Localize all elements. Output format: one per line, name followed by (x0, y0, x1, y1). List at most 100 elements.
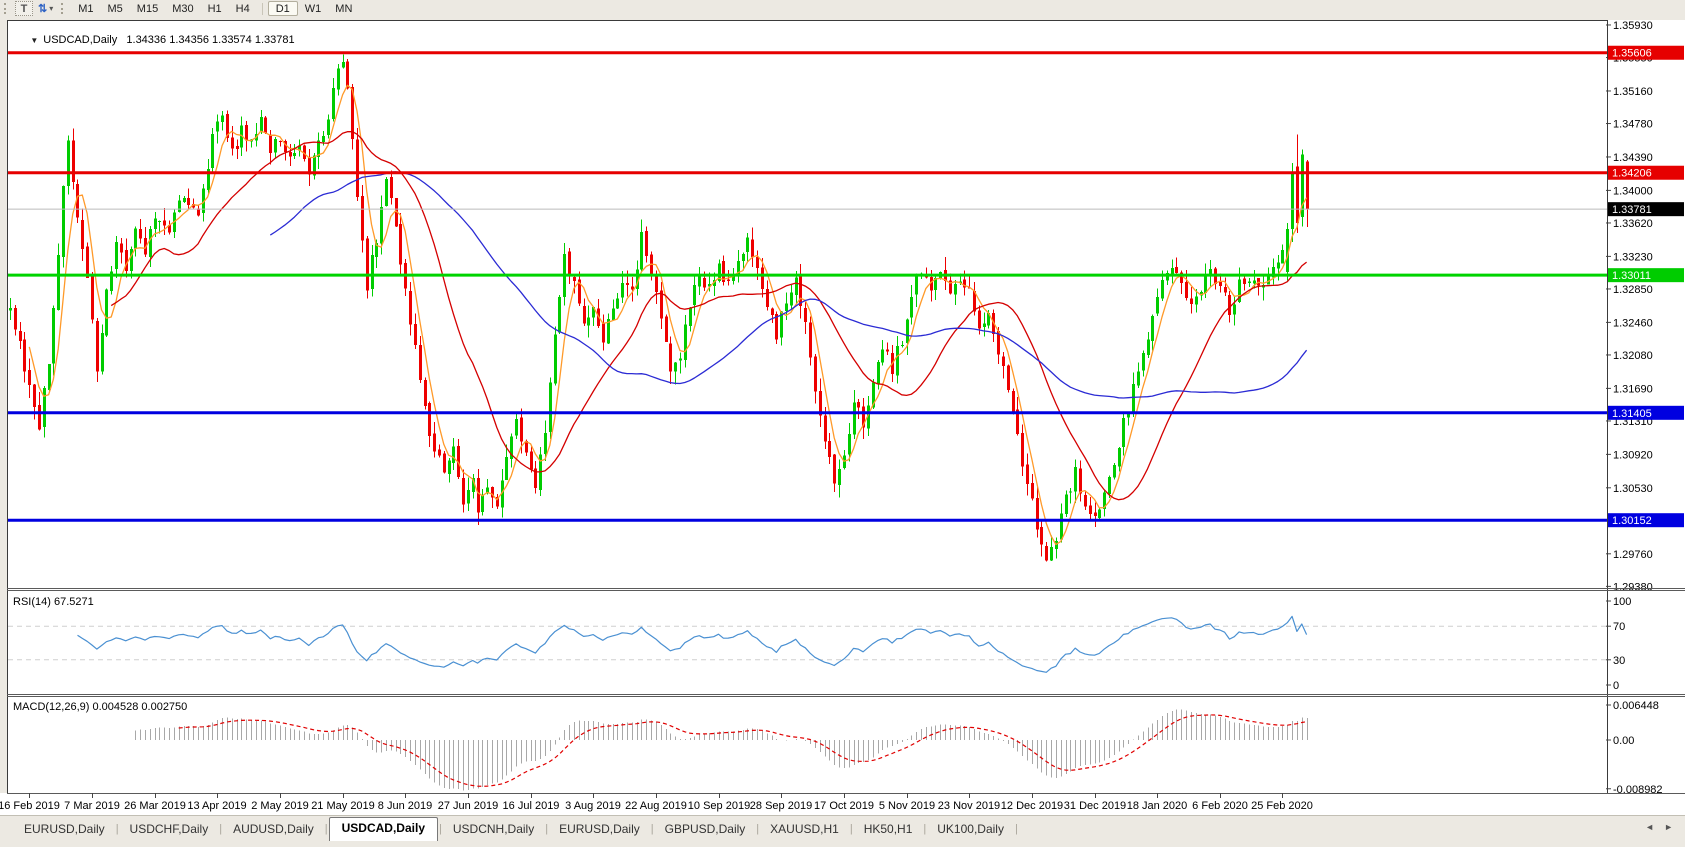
price-axis-label: 1.34780 (1613, 119, 1653, 131)
chart-tab-eurusd-daily[interactable]: EURUSD,Daily (559, 822, 640, 836)
candle-body (332, 87, 335, 119)
candle-body (134, 228, 137, 249)
price-chart-plot[interactable]: 1.359301.355501.351601.347801.343901.340… (0, 17, 1685, 815)
candle-body (86, 246, 89, 278)
chart-tab-usdcad-daily[interactable]: USDCAD,Daily (328, 817, 438, 841)
chart-tab-usdchf-daily[interactable]: USDCHF,Daily (129, 822, 209, 836)
date-axis-label: 8 Jun 2019 (378, 800, 432, 812)
candle-body (1012, 391, 1015, 412)
candle-body (1248, 281, 1251, 284)
candle-body (380, 206, 383, 244)
timeframe-button-h4[interactable]: H4 (235, 2, 250, 15)
rsi-line (77, 615, 1308, 673)
candle-body (115, 242, 118, 270)
price-badge (1608, 513, 1684, 528)
candle-body (1301, 154, 1304, 217)
timeframe-button-m30[interactable]: M30 (172, 2, 194, 15)
candle-body (1036, 497, 1039, 530)
candle-body (766, 288, 769, 308)
candle-body (192, 203, 195, 208)
symbol-header: ▼ USDCAD,Daily 1.34336 1.34356 1.33574 1.… (12, 22, 294, 58)
candle-body (9, 307, 12, 311)
candle-body (390, 176, 393, 198)
price-axis-label: 1.29760 (1613, 549, 1653, 561)
chart-tab-gbpusd-daily[interactable]: GBPUSD,Daily (664, 822, 746, 836)
chart-tab-eurusd-daily[interactable]: EURUSD,Daily (24, 822, 105, 836)
candle-body (771, 308, 774, 316)
chart-tab-hk50-h1[interactable]: HK50,H1 (863, 822, 913, 836)
candle-body (1094, 512, 1097, 517)
candle-body (761, 267, 764, 289)
timeframe-button-m1[interactable]: M1 (78, 2, 94, 15)
candle-body (23, 339, 26, 372)
timeframe-button-mn[interactable]: MN (335, 2, 353, 15)
price-axis-label: 1.35160 (1613, 86, 1653, 98)
candle-body (178, 200, 181, 213)
timeframe-button-h1[interactable]: H1 (207, 2, 222, 15)
date-axis-label: 7 Mar 2019 (64, 800, 120, 812)
candle-body (1224, 287, 1227, 293)
candle-body (1132, 384, 1135, 414)
candle-body (289, 152, 292, 157)
candle-body (544, 433, 547, 454)
candle-body (477, 478, 480, 513)
date-axis-label: 16 Feb 2019 (0, 800, 60, 812)
candle-body (1161, 279, 1164, 299)
candle-body (337, 68, 340, 90)
candle-body (197, 208, 200, 216)
candle-body (308, 157, 311, 175)
candle-body (853, 402, 856, 435)
rsi-axis-label: 0 (1613, 680, 1619, 692)
timeframe-button-m15[interactable]: M15 (136, 2, 159, 15)
candle-body (216, 121, 219, 132)
candle-body (978, 310, 981, 329)
macd-axis-label: 0.00 (1613, 735, 1634, 747)
candle-body (693, 285, 696, 306)
date-axis-label: 28 Sep 2019 (750, 800, 812, 812)
candle-body (1060, 513, 1063, 540)
price-axis-label: 1.31690 (1613, 383, 1653, 395)
date-axis-label: 16 Jul 2019 (503, 800, 560, 812)
chart-tab-xauusd-h1[interactable]: XAUUSD,H1 (770, 822, 839, 836)
template-arrows-button[interactable]: ⇅ ▾ (35, 1, 56, 16)
candle-body (1122, 418, 1125, 447)
candle-body (491, 487, 494, 498)
timeframe-button-w1[interactable]: W1 (304, 2, 322, 15)
tab-scroll-right-button[interactable]: ► (1664, 822, 1673, 832)
timeframe-button-m5[interactable]: M5 (107, 2, 123, 15)
moving-average-line (110, 130, 1308, 501)
candle-body (896, 346, 899, 376)
chart-tab-audusd-daily[interactable]: AUDUSD,Daily (233, 822, 314, 836)
moving-average-line (269, 171, 1308, 399)
date-axis-label: 17 Oct 2019 (814, 800, 874, 812)
candle-body (187, 197, 190, 206)
candle-body (698, 275, 701, 287)
candle-body (520, 417, 523, 442)
candle-body (351, 86, 354, 139)
candle-body (1084, 494, 1087, 507)
chart-tab-uk100-daily[interactable]: UK100,Daily (937, 822, 1004, 836)
candle-body (76, 183, 79, 218)
candle-body (105, 289, 108, 336)
candle-body (640, 231, 643, 270)
collapse-arrow-icon[interactable]: ▼ (30, 36, 39, 45)
timeframe-button-d1[interactable]: D1 (267, 1, 298, 16)
candle-body (612, 308, 615, 321)
candle-body (867, 405, 870, 429)
date-axis-label: 25 Feb 2020 (1251, 800, 1313, 812)
candle-body (202, 188, 205, 214)
candle-body (983, 323, 986, 328)
tab-separator: | (219, 823, 223, 835)
candle-body (1228, 295, 1231, 315)
candle-body (245, 125, 248, 141)
tab-scroll-left-button[interactable]: ◄ (1645, 822, 1655, 832)
date-axis-label: 23 Nov 2019 (938, 800, 1000, 812)
candle-body (573, 277, 576, 281)
tab-separator: | (849, 823, 853, 835)
text-tool-button[interactable]: T (15, 1, 33, 16)
candle-body (949, 280, 952, 294)
candle-body (342, 62, 345, 68)
date-axis-label: 18 Jan 2020 (1127, 800, 1188, 812)
chart-tab-usdcnh-daily[interactable]: USDCNH,Daily (452, 822, 535, 836)
chart-window[interactable]: 1.359301.355501.351601.347801.343901.340… (0, 17, 1685, 815)
